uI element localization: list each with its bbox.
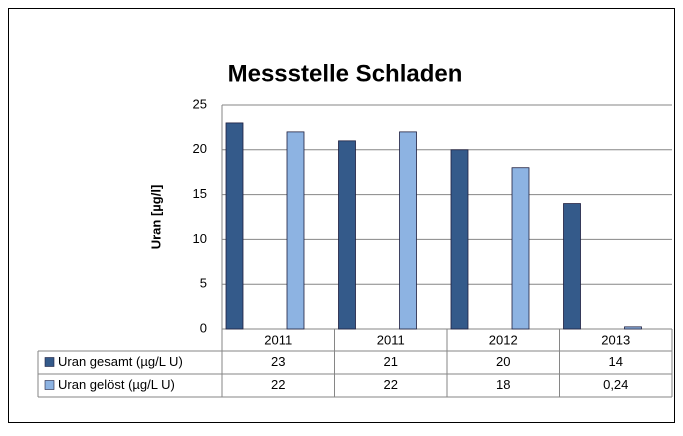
x-tick-label: 2011 — [264, 332, 292, 347]
bar — [563, 203, 581, 330]
x-tick-label: 2013 — [601, 332, 630, 347]
y-tick-label: 25 — [193, 96, 207, 111]
legend-key — [44, 357, 55, 367]
bar — [624, 326, 642, 330]
y-tick-label: 20 — [193, 141, 207, 156]
table-value: 22 — [384, 377, 398, 392]
legend-label: Uran gelöst (µg/L U) — [58, 377, 175, 392]
table-value: 14 — [609, 354, 623, 369]
legend-key — [44, 380, 55, 390]
table-value: 22 — [271, 377, 285, 392]
bar — [338, 140, 356, 330]
table-value: 0,24 — [603, 377, 628, 392]
y-tick-label: 10 — [193, 231, 207, 246]
y-tick-label: 15 — [193, 186, 207, 201]
y-tick-label: 5 — [200, 276, 207, 291]
bar — [286, 131, 305, 330]
legend-label: Uran gesamt (µg/L U) — [58, 354, 183, 369]
bar — [225, 122, 244, 330]
chart-title: Messstelle Schladen — [228, 60, 463, 87]
bar — [511, 167, 530, 330]
y-axis-title: Uran [µg/l] — [148, 185, 163, 250]
table-value: 21 — [384, 354, 398, 369]
bar — [399, 131, 417, 330]
table-value: 18 — [496, 377, 510, 392]
bar — [450, 149, 469, 330]
y-tick-label: 0 — [200, 320, 207, 335]
x-tick-label: 2012 — [489, 332, 518, 347]
table-value: 23 — [271, 354, 285, 369]
x-tick-label: 2011 — [377, 332, 405, 347]
table-value: 20 — [496, 354, 510, 369]
